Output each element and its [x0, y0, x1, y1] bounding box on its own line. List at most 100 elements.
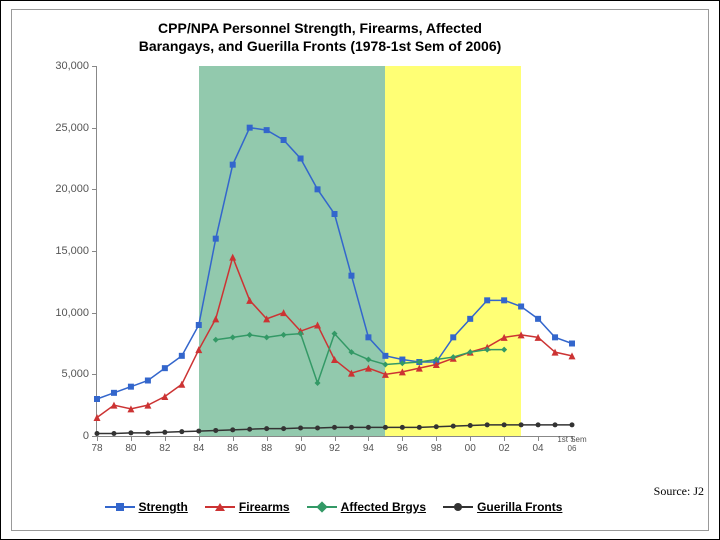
- series-marker: [145, 430, 150, 435]
- series-marker: [535, 316, 541, 322]
- series-marker: [366, 425, 371, 430]
- chart-title: CPP/NPA Personnel Strength, Firearms, Af…: [1, 19, 639, 55]
- series-marker: [229, 254, 236, 261]
- series-line-firearms: [97, 257, 572, 417]
- series-marker: [246, 297, 253, 304]
- x-axis-label: 78: [91, 443, 102, 454]
- x-axis-label: 98: [431, 443, 442, 454]
- series-marker: [315, 425, 320, 430]
- series-marker: [281, 137, 287, 143]
- series-marker: [518, 304, 524, 310]
- series-marker: [383, 425, 388, 430]
- x-axis-label: 04: [533, 443, 544, 454]
- series-line-affected-brgys: [216, 334, 504, 383]
- series-marker: [213, 337, 219, 343]
- series-marker: [298, 156, 304, 162]
- series-marker: [178, 381, 185, 388]
- y-axis-label: 20,000: [55, 183, 89, 195]
- series-marker: [179, 353, 185, 359]
- x-axis-label: 90: [295, 443, 306, 454]
- series-marker: [349, 425, 354, 430]
- series-marker: [298, 331, 304, 337]
- series-marker: [365, 334, 371, 340]
- series-marker: [212, 315, 219, 322]
- x-axis-label: 88: [261, 443, 272, 454]
- x-axis-label: 82: [159, 443, 170, 454]
- series-marker: [162, 365, 168, 371]
- series-marker: [264, 127, 270, 133]
- series-marker: [434, 424, 439, 429]
- series-marker: [315, 380, 321, 386]
- series-marker: [451, 424, 456, 429]
- series-marker: [332, 211, 338, 217]
- series-marker: [162, 430, 167, 435]
- legend-item-guerilla-fronts: Guerilla Fronts: [443, 500, 562, 514]
- series-marker: [247, 332, 253, 338]
- series-marker: [230, 162, 236, 168]
- series-marker: [95, 431, 100, 436]
- series-marker: [128, 430, 133, 435]
- series-marker: [145, 378, 151, 384]
- series-marker: [179, 429, 184, 434]
- chart-area: 05,00010,00015,00020,00025,00030,0007880…: [96, 66, 572, 437]
- x-axis-label: 94: [363, 443, 374, 454]
- x-axis-label: 96: [397, 443, 408, 454]
- series-marker: [400, 425, 405, 430]
- series-marker: [230, 334, 236, 340]
- series-marker: [111, 390, 117, 396]
- series-marker: [468, 423, 473, 428]
- series-marker: [332, 425, 337, 430]
- legend-label: Affected Brgys: [341, 500, 426, 514]
- series-marker: [281, 332, 287, 338]
- series-marker: [501, 347, 507, 353]
- legend-label: Firearms: [239, 500, 290, 514]
- series-marker: [213, 428, 218, 433]
- x-axis-label: 1st Sem 06: [557, 436, 587, 454]
- series-marker: [536, 422, 541, 427]
- legend-item-firearms: Firearms: [205, 500, 290, 514]
- series-marker: [230, 427, 235, 432]
- y-axis-label: 10,000: [55, 307, 89, 319]
- x-axis-label: 80: [125, 443, 136, 454]
- series-marker: [213, 236, 219, 242]
- series-marker: [382, 353, 388, 359]
- y-axis-label: 15,000: [55, 245, 89, 257]
- series-marker: [365, 357, 371, 363]
- series-marker: [314, 322, 321, 329]
- x-axis-label: 02: [499, 443, 510, 454]
- series-marker: [281, 426, 286, 431]
- y-axis-label: 5,000: [61, 368, 89, 380]
- y-axis-label: 0: [83, 430, 89, 442]
- series-marker: [247, 427, 252, 432]
- series-marker: [298, 425, 303, 430]
- series-marker: [247, 125, 253, 131]
- series-marker: [467, 316, 473, 322]
- series-marker: [196, 429, 201, 434]
- series-marker: [264, 334, 270, 340]
- series-marker: [570, 422, 575, 427]
- series-marker: [553, 422, 558, 427]
- series-marker: [348, 273, 354, 279]
- series-marker: [280, 309, 287, 316]
- legend-label: Strength: [139, 500, 188, 514]
- x-axis-label: 92: [329, 443, 340, 454]
- series-marker: [128, 384, 134, 390]
- series-marker: [196, 322, 202, 328]
- legend-item-strength: Strength: [105, 500, 188, 514]
- series-marker: [519, 422, 524, 427]
- series-marker: [94, 396, 100, 402]
- series-marker: [484, 297, 490, 303]
- series-marker: [502, 422, 507, 427]
- series-marker: [450, 334, 456, 340]
- series-marker: [552, 334, 558, 340]
- series-marker: [331, 356, 338, 363]
- legend-item-affected-brgys: Affected Brgys: [307, 500, 426, 514]
- y-axis-label: 30,000: [55, 60, 89, 72]
- series-marker: [501, 297, 507, 303]
- legend-label: Guerilla Fronts: [477, 500, 562, 514]
- series-marker: [264, 426, 269, 431]
- series-marker: [569, 341, 575, 347]
- series-marker: [315, 186, 321, 192]
- x-axis-label: 86: [227, 443, 238, 454]
- x-axis-label: 84: [193, 443, 204, 454]
